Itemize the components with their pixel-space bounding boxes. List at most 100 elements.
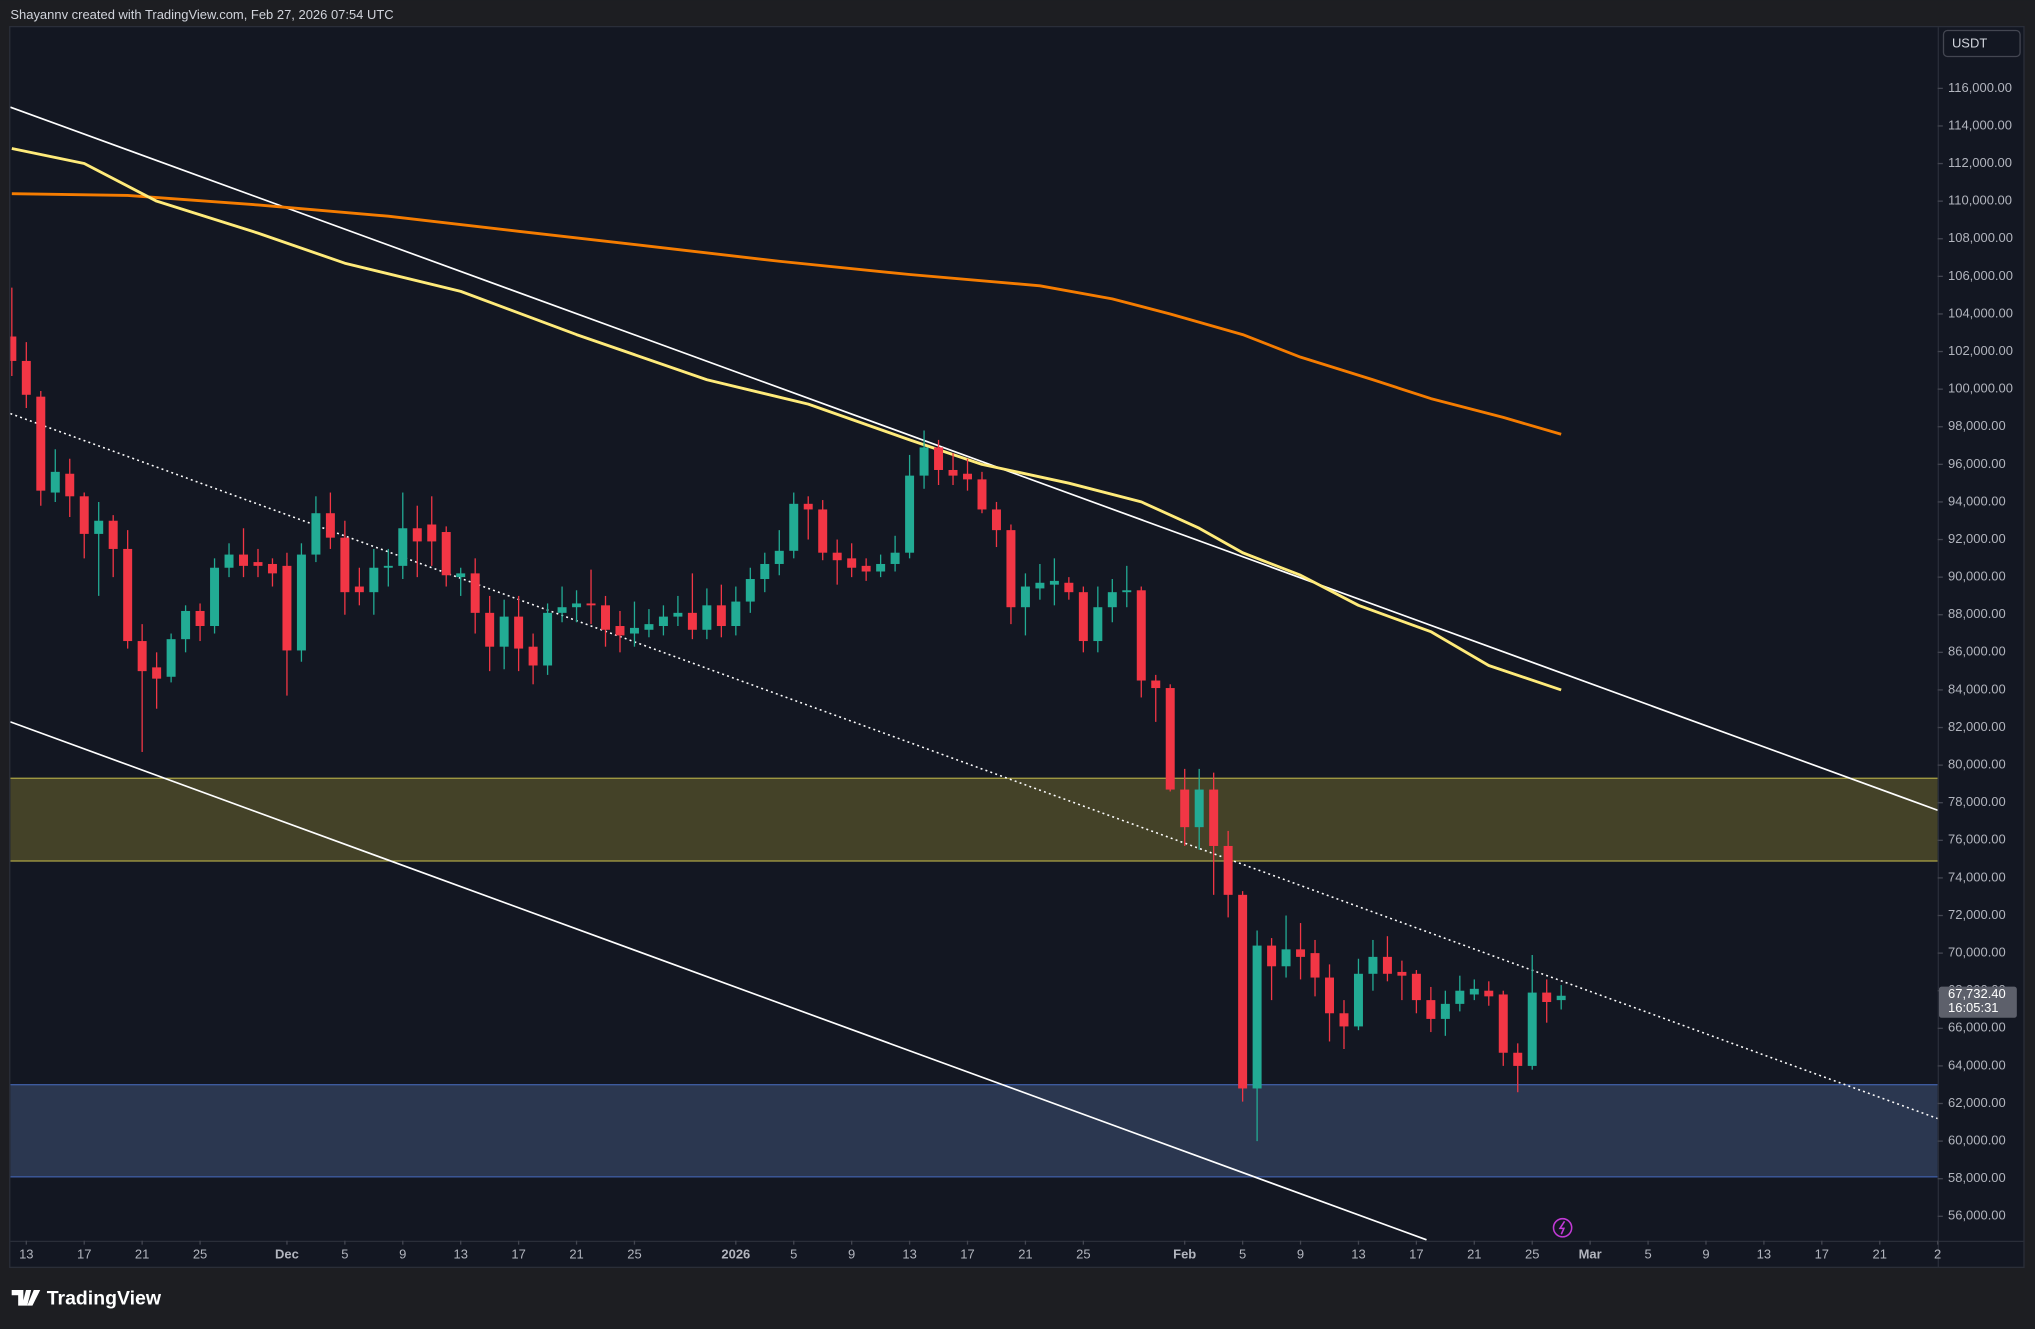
candle-body	[181, 610, 191, 640]
alert-bolt[interactable]	[1558, 1220, 1566, 1235]
plot-area	[10, 106, 1938, 1241]
x-tick-label: 2	[1934, 1246, 1941, 1261]
candle-body	[1194, 789, 1204, 828]
candle-body	[1180, 789, 1190, 828]
x-tick-label: 17	[1409, 1246, 1423, 1261]
candle-body	[427, 524, 437, 542]
x-tick-label: 17	[1815, 1246, 1829, 1261]
candle-body	[1513, 1052, 1523, 1066]
candle-body	[50, 471, 60, 493]
candle-body	[1397, 971, 1407, 976]
candle-body	[1411, 973, 1421, 1001]
candle-body	[847, 558, 857, 568]
candle-body	[470, 573, 480, 613]
y-tick-label: 90,000.00	[1948, 569, 2006, 584]
candle-body	[876, 563, 886, 572]
candle-body	[398, 528, 408, 566]
y-tick-label: 96,000.00	[1948, 456, 2006, 471]
candle-body	[1107, 592, 1117, 608]
candle-body	[1093, 607, 1103, 642]
y-tick-label: 88,000.00	[1948, 606, 2006, 621]
y-tick-label: 66,000.00	[1948, 1020, 2006, 1035]
candle-body	[1426, 1000, 1436, 1019]
candle-body	[1252, 945, 1262, 1089]
y-tick-label: 64,000.00	[1948, 1057, 2006, 1072]
y-tick-label: 56,000.00	[1948, 1208, 2006, 1223]
candle-body	[1339, 1013, 1349, 1027]
x-tick-label: 13	[902, 1246, 916, 1261]
x-tick-label: 21	[1018, 1246, 1032, 1261]
x-tick-label: 25	[627, 1246, 641, 1261]
x-tick-label: 21	[135, 1246, 149, 1261]
candle-body	[1440, 1003, 1450, 1019]
y-tick-label: 94,000.00	[1948, 493, 2006, 508]
candle-body	[441, 532, 451, 576]
logo[interactable]: TradingView	[11, 1287, 162, 1309]
candle-body	[1209, 789, 1219, 846]
y-tick-label: 76,000.00	[1948, 832, 2006, 847]
alert-circle[interactable]	[1552, 1217, 1573, 1238]
trendline	[10, 106, 1938, 812]
candle-body	[1353, 973, 1363, 1027]
y-tick-label: 112,000.00	[1948, 155, 2012, 170]
candle-body	[369, 567, 379, 593]
x-tick-label: Mar	[1579, 1246, 1602, 1261]
x-tick-label: 25	[193, 1246, 207, 1261]
candle-body	[1267, 945, 1277, 967]
candle-body	[210, 567, 220, 627]
x-tick-label: 17	[77, 1246, 91, 1261]
candle-body	[1368, 956, 1378, 974]
candle-body	[1223, 845, 1233, 895]
y-tick-label: 74,000.00	[1948, 869, 2006, 884]
candle-body	[195, 610, 205, 627]
candle-body	[108, 520, 118, 549]
candle-body	[152, 667, 162, 679]
candle-body	[123, 548, 133, 642]
candle-body	[10, 336, 17, 361]
x-tick-label: 13	[1757, 1246, 1771, 1261]
candle-body	[977, 479, 987, 510]
candle-body	[1484, 990, 1494, 997]
y-tick-label: 72,000.00	[1948, 907, 2006, 922]
currency-label[interactable]: USDT	[1952, 36, 1987, 51]
logo-icon[interactable]	[11, 1290, 41, 1306]
candle-body	[311, 513, 321, 555]
candle-body	[557, 607, 567, 613]
candle-body	[789, 503, 799, 551]
candle-body	[1498, 994, 1508, 1053]
y-tick-label: 82,000.00	[1948, 719, 2006, 734]
last-price-label: 67,732.40	[1948, 986, 2006, 1001]
candle-body	[528, 646, 538, 666]
x-tick-label: 9	[399, 1246, 406, 1261]
x-tick-label: Feb	[1173, 1246, 1196, 1261]
trendline	[10, 721, 1427, 1241]
candle-body	[615, 626, 625, 636]
last-price-countdown: 16:05:31	[1948, 1000, 1998, 1015]
candle-body	[137, 641, 147, 672]
zone	[10, 778, 1938, 861]
x-tick-label: 25	[1076, 1246, 1090, 1261]
candle-body	[1136, 590, 1146, 681]
alert-icon[interactable]	[1552, 1217, 1573, 1238]
logo-text[interactable]: TradingView	[47, 1287, 162, 1309]
candle-body	[948, 469, 958, 476]
chart-panel	[9, 25, 2025, 1268]
x-tick-label: 17	[511, 1246, 525, 1261]
y-tick-label: 116,000.00	[1948, 80, 2012, 95]
candle-body	[644, 624, 654, 630]
candle-body	[383, 565, 393, 568]
candle-body	[1281, 949, 1291, 967]
y-tick-label: 58,000.00	[1948, 1170, 2006, 1185]
candle-body	[687, 612, 697, 630]
candle-body	[1078, 592, 1088, 642]
candle-body	[1296, 949, 1306, 957]
x-tick-label: 21	[1467, 1246, 1481, 1261]
candle-body	[1542, 992, 1552, 1002]
candle-body	[629, 627, 639, 634]
candle-body	[745, 579, 755, 602]
y-tick-label: 86,000.00	[1948, 644, 2006, 659]
currency-button[interactable]	[1942, 29, 2021, 58]
candle-body	[1527, 992, 1537, 1066]
y-tick-label: 106,000.00	[1948, 268, 2013, 283]
